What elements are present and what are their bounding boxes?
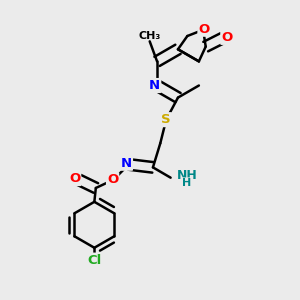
Text: Cl: Cl xyxy=(87,254,101,267)
Text: S: S xyxy=(161,113,171,126)
Text: N: N xyxy=(149,79,160,92)
Text: O: O xyxy=(69,172,80,185)
Text: O: O xyxy=(221,31,233,44)
Text: CH₃: CH₃ xyxy=(139,31,161,41)
Text: O: O xyxy=(107,173,118,186)
Text: N: N xyxy=(121,157,132,170)
Text: NH: NH xyxy=(177,169,198,182)
Text: O: O xyxy=(198,23,210,36)
Text: H: H xyxy=(182,178,192,188)
